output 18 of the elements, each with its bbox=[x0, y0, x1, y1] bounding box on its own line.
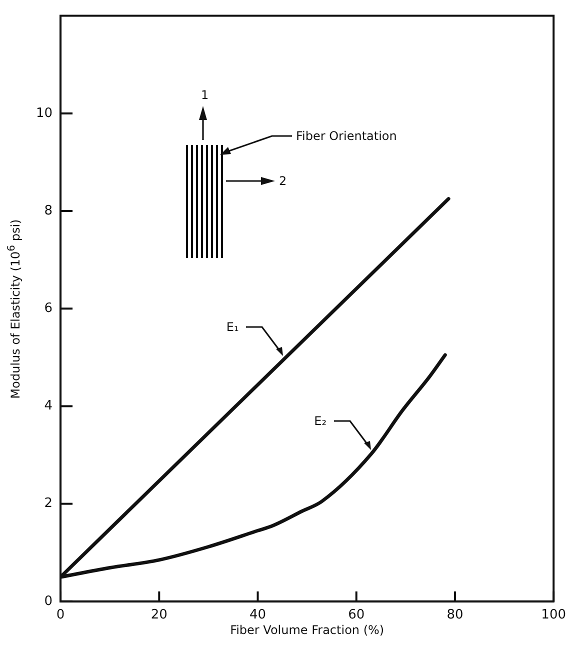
x-tick-label: 60 bbox=[348, 608, 365, 623]
x-tick-label: 0 bbox=[56, 608, 65, 623]
y-tick-label: 4 bbox=[44, 398, 53, 414]
annotation: E₁ bbox=[226, 320, 239, 334]
x-tick-label: 40 bbox=[249, 608, 266, 623]
x-tick-label: 20 bbox=[150, 608, 168, 623]
annotation: 1 bbox=[201, 88, 209, 102]
x-tick-label: 80 bbox=[446, 608, 464, 623]
annotation: E₂ bbox=[314, 414, 327, 428]
y-tick-label: 6 bbox=[44, 300, 53, 316]
x-tick-label: 100 bbox=[541, 608, 566, 623]
y-tick-label: 0 bbox=[44, 594, 53, 609]
x-axis-title: Fiber Volume Fraction (%) bbox=[230, 623, 384, 638]
y-tick-label: 2 bbox=[44, 496, 53, 512]
annotation: 2 bbox=[279, 174, 287, 188]
annotation: Fiber Orientation bbox=[296, 129, 397, 143]
y-tick-label: 8 bbox=[44, 203, 53, 218]
y-tick-label: 10 bbox=[36, 106, 53, 121]
